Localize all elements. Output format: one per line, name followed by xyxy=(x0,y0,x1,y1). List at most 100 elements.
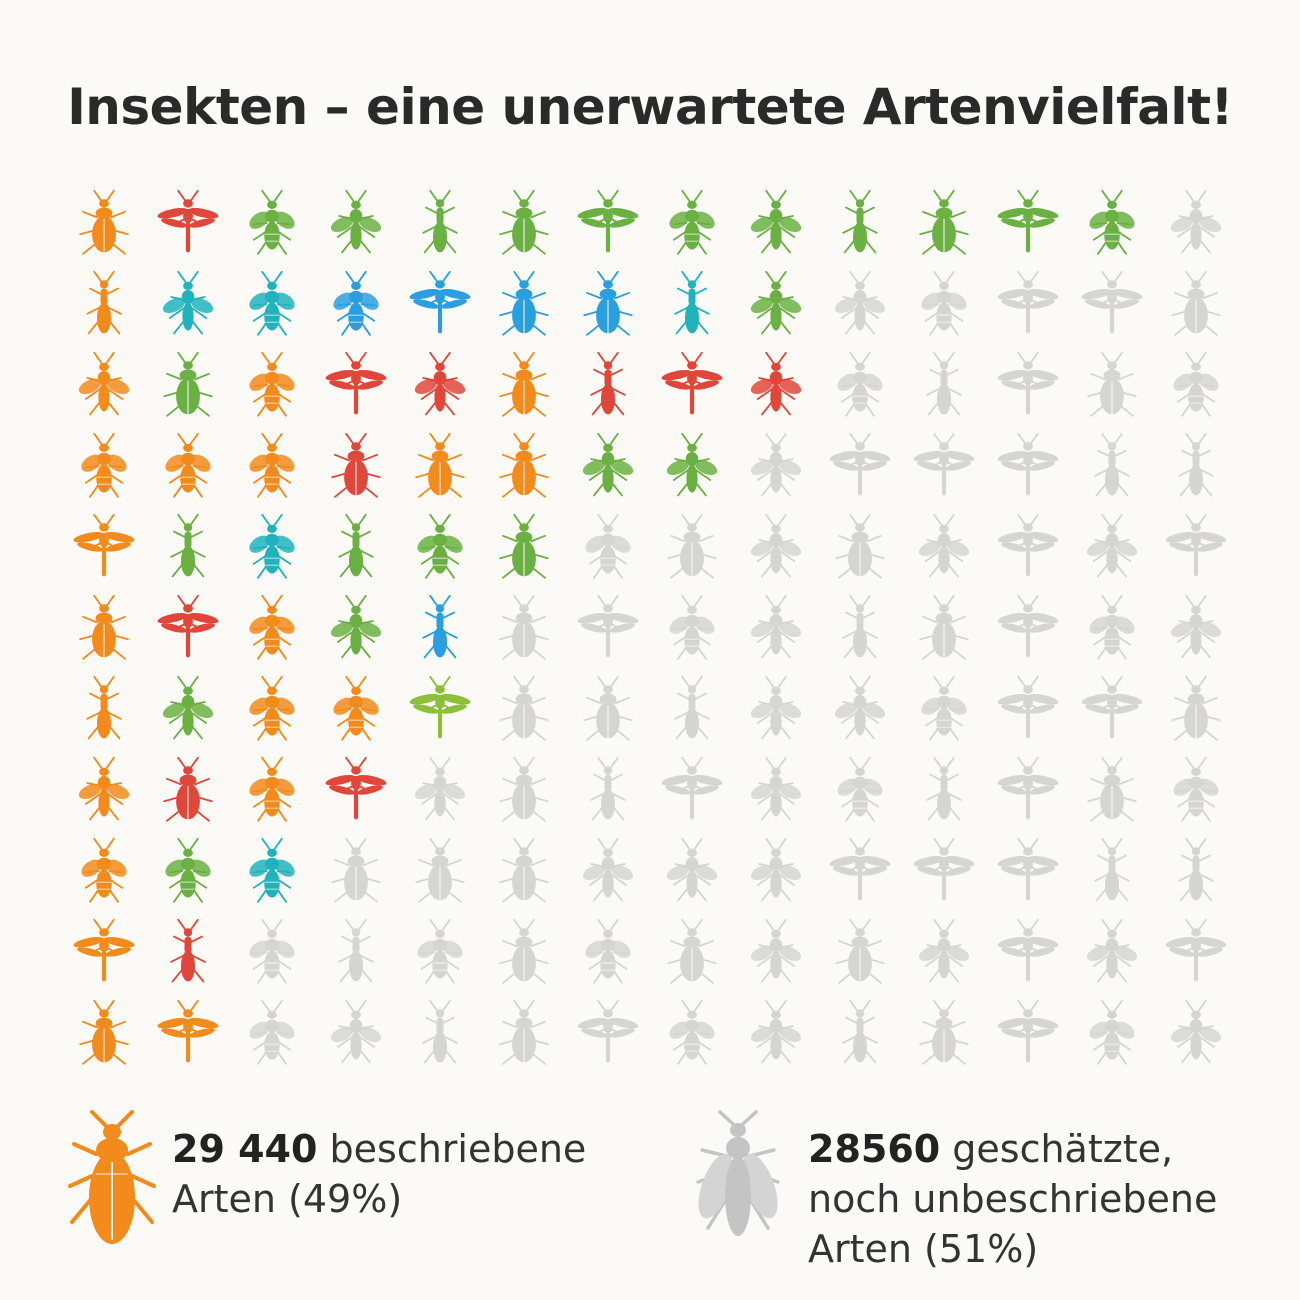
insect-icon xyxy=(79,999,129,1065)
insect-icon xyxy=(170,513,206,577)
insect-icon xyxy=(162,675,214,739)
insect-icon xyxy=(249,837,295,903)
described-insect-icon xyxy=(146,344,230,425)
described-insect-icon xyxy=(62,668,146,749)
insect-icon xyxy=(913,432,975,495)
insect-icon xyxy=(997,675,1059,738)
insect-icon xyxy=(926,351,962,415)
undescribed-insect-icon xyxy=(566,992,650,1073)
insect-icon xyxy=(331,432,381,498)
undescribed-insect-icon xyxy=(650,668,734,749)
undescribed-insect-icon xyxy=(1154,992,1238,1073)
described-insect-icon xyxy=(230,587,314,668)
insect-icon xyxy=(750,999,802,1063)
undescribed-insect-icon xyxy=(1070,749,1154,830)
insect-icon xyxy=(666,837,718,901)
undescribed-insect-icon xyxy=(818,830,902,911)
undescribed-insect-icon xyxy=(986,587,1070,668)
insect-icon xyxy=(750,594,802,658)
insect-icon xyxy=(330,999,382,1063)
undescribed-insect-icon xyxy=(650,992,734,1073)
insect-icon xyxy=(333,270,379,336)
described-insect-icon xyxy=(230,830,314,911)
described-insect-icon xyxy=(398,182,482,263)
described-insect-icon xyxy=(650,182,734,263)
insect-icon xyxy=(325,351,387,414)
insect-icon xyxy=(667,918,717,984)
insect-icon xyxy=(918,513,970,577)
insect-icon xyxy=(919,189,969,255)
described-insect-icon xyxy=(62,911,146,992)
described-insect-icon xyxy=(566,344,650,425)
insect-icon xyxy=(422,594,458,658)
undescribed-insect-icon xyxy=(1070,344,1154,425)
undescribed-insect-icon xyxy=(1070,263,1154,344)
insect-icon xyxy=(919,999,969,1065)
insect-icon xyxy=(750,270,802,334)
undescribed-insect-icon xyxy=(986,830,1070,911)
insect-icon xyxy=(1086,513,1138,577)
undescribed-insect-icon xyxy=(734,911,818,992)
insect-icon xyxy=(590,756,626,820)
insect-icon xyxy=(842,594,878,658)
described-label-line1: beschriebene xyxy=(317,1127,587,1171)
described-insect-icon xyxy=(62,749,146,830)
undescribed-label-line3: Arten (51%) xyxy=(808,1227,1039,1271)
insect-icon xyxy=(1171,675,1221,741)
insect-icon xyxy=(163,351,213,417)
described-insect-icon xyxy=(146,749,230,830)
insect-icon xyxy=(1173,351,1219,417)
insect-icon xyxy=(1089,594,1135,660)
insect-icon xyxy=(86,675,122,739)
insect-icon xyxy=(499,513,549,579)
insect-icon xyxy=(249,675,295,741)
insect-icon xyxy=(249,756,295,822)
undescribed-insect-icon xyxy=(902,830,986,911)
undescribed-insect-icon xyxy=(818,587,902,668)
described-insect-icon xyxy=(398,263,482,344)
insect-icon xyxy=(829,432,891,495)
insect-icon xyxy=(750,189,802,253)
insect-icon xyxy=(78,351,130,415)
undescribed-insect-icon xyxy=(818,749,902,830)
undescribed-label-line2: noch unbeschriebene xyxy=(808,1177,1218,1221)
insect-icon xyxy=(415,837,465,903)
undescribed-insect-icon xyxy=(230,911,314,992)
insect-icon xyxy=(73,513,135,576)
insect-icon xyxy=(750,837,802,901)
described-insect-icon xyxy=(314,344,398,425)
undescribed-insect-icon xyxy=(902,344,986,425)
undescribed-insect-icon xyxy=(566,506,650,587)
undescribed-insect-icon xyxy=(986,911,1070,992)
insect-icon xyxy=(163,756,213,822)
insect-icon xyxy=(661,351,723,414)
described-insect-icon xyxy=(230,263,314,344)
insect-icon xyxy=(249,918,295,984)
undescribed-label-line1: geschätzte, xyxy=(940,1127,1174,1171)
insect-icon xyxy=(842,189,878,253)
insect-icon xyxy=(79,189,129,255)
insect-icon xyxy=(414,351,466,415)
insect-icon xyxy=(585,918,631,984)
insect-icon xyxy=(165,837,211,903)
undescribed-insect-icon xyxy=(986,668,1070,749)
described-insect-icon xyxy=(146,182,230,263)
undescribed-insect-icon xyxy=(818,911,902,992)
undescribed-count: 28560 xyxy=(808,1127,941,1171)
insect-icon xyxy=(997,513,1059,576)
beetle-icon xyxy=(62,1110,162,1250)
described-insect-icon xyxy=(650,344,734,425)
described-insect-icon xyxy=(146,263,230,344)
undescribed-insect-icon xyxy=(1154,344,1238,425)
insect-icon xyxy=(79,594,129,660)
undescribed-insect-icon xyxy=(398,830,482,911)
described-insect-icon xyxy=(398,668,482,749)
undescribed-insect-icon xyxy=(818,506,902,587)
described-insect-icon xyxy=(230,344,314,425)
insect-icon xyxy=(165,432,211,498)
insect-icon xyxy=(1094,837,1130,901)
insect-icon xyxy=(585,513,631,579)
insect-icon xyxy=(157,594,219,657)
insect-icon xyxy=(331,837,381,903)
insect-icon xyxy=(1087,351,1137,417)
